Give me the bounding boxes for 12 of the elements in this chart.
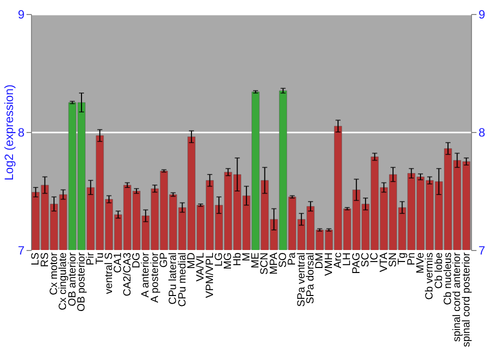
y2-tick-label: 7 [478,244,486,258]
x-tick-label: MVe [414,252,427,274]
x-tick-label: Cb lobe [432,252,445,289]
y-tick-label: 7 [18,244,25,258]
y-tick-label: 9 [18,8,25,22]
y2-tick-label: 8 [478,126,486,140]
x-tick-label: Cb nucleus [442,252,454,306]
x-tick-label: Cx motor [48,252,60,296]
y-tick-label: 8 [18,126,25,140]
y2-tick-label: 9 [478,8,486,22]
x-tick-label: Tg [396,252,408,265]
y-axis-title: Log2 (expression) [2,84,16,181]
